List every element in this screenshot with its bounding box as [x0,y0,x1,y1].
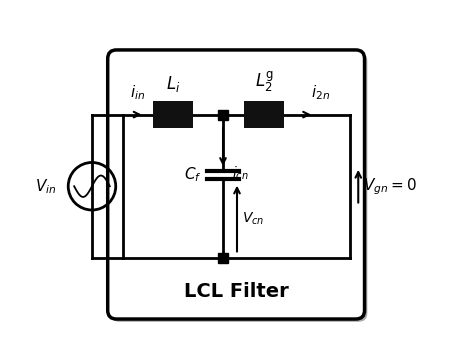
Bar [153,102,193,128]
FancyBboxPatch shape [110,53,367,322]
FancyBboxPatch shape [108,50,365,319]
Text: $i_{in}$: $i_{in}$ [130,84,145,102]
Text: $V_{cn}$: $V_{cn}$ [242,211,264,227]
Text: $C_f$: $C_f$ [184,165,202,184]
Text: $i_{2n}$: $i_{2n}$ [311,84,330,102]
Text: LCL Filter: LCL Filter [183,282,288,301]
Text: $V_{gn}{=}0$: $V_{gn}{=}0$ [364,176,417,197]
Text: $L_i$: $L_i$ [166,73,181,94]
Text: $L_2^{\rm g}$: $L_2^{\rm g}$ [255,69,273,94]
Bar [244,102,284,128]
Text: $i_{cn}$: $i_{cn}$ [232,164,248,182]
Text: $V_{in}$: $V_{in}$ [35,177,56,196]
